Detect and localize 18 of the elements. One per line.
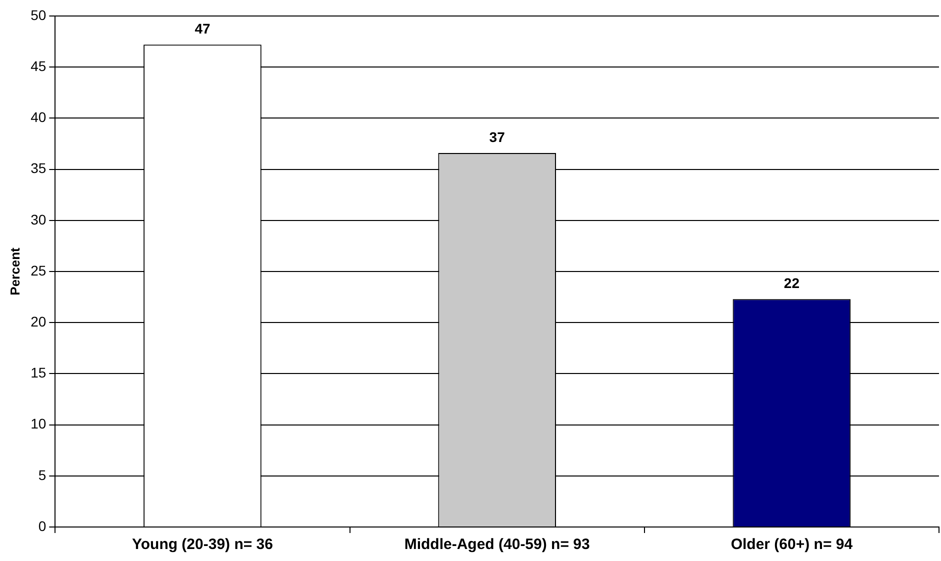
x-tick-label: Middle-Aged (40-59) n= 93 xyxy=(404,536,590,554)
y-axis-title: Percent xyxy=(7,246,22,296)
y-tick-label: 20 xyxy=(30,313,46,330)
y-tick-label: 5 xyxy=(38,466,46,483)
y-tick-label: 10 xyxy=(30,416,46,432)
x-tick-label: Young (20-39) n= 36 xyxy=(132,536,273,554)
y-tick-label: 25 xyxy=(30,262,46,278)
y-tick-label: 45 xyxy=(30,58,46,74)
y-tick-label: 35 xyxy=(30,160,46,176)
y-tick-label: 50 xyxy=(30,6,46,23)
data-label: 47 xyxy=(194,20,210,36)
data-label: 22 xyxy=(784,274,800,291)
data-label: 37 xyxy=(489,128,506,145)
y-tick-label: 15 xyxy=(30,364,46,381)
x-tick-label: Older (60+) n= 94 xyxy=(730,536,854,554)
y-tick-label: 0 xyxy=(38,518,46,534)
y-tick-label: 40 xyxy=(30,109,46,126)
y-tick-label: 30 xyxy=(30,211,46,228)
